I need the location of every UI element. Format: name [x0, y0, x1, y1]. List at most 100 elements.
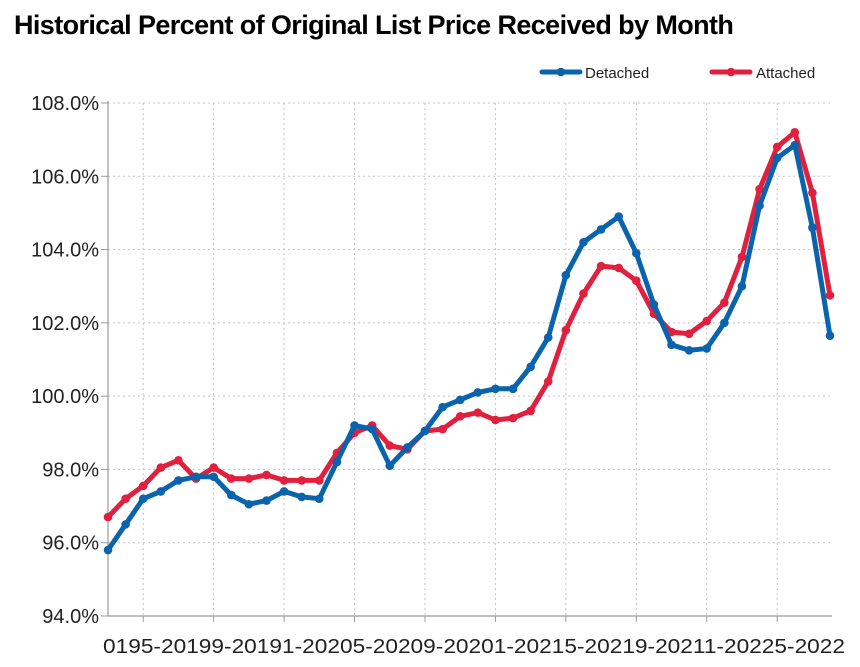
data-point: [508, 384, 518, 394]
data-point: [631, 248, 641, 258]
series-lines: [103, 128, 835, 555]
data-point: [174, 476, 183, 485]
data-point: [385, 441, 395, 450]
data-point: [156, 487, 166, 496]
data-point: [191, 472, 201, 482]
data-point: [279, 476, 289, 485]
legend-label: Attached: [756, 65, 815, 82]
data-point: [438, 402, 447, 412]
data-point: [508, 413, 518, 423]
data-point: [579, 289, 588, 298]
y-tick-label: 104.0%: [31, 240, 99, 262]
data-point: [808, 223, 817, 232]
legend-marker: [556, 67, 566, 77]
data-point: [684, 329, 694, 339]
y-tick-label: 100.0%: [31, 386, 99, 408]
legend-item-attached: Attached: [709, 65, 815, 82]
data-point: [737, 252, 747, 262]
data-point: [526, 406, 535, 416]
gridlines: [108, 102, 832, 616]
y-tick-labels: 94.0% 96.0% 98.0% 100.0% 102.0% 104.0% 106.0% 1…: [31, 93, 99, 628]
legend-label: Detached: [585, 65, 649, 82]
data-point: [332, 457, 342, 467]
data-point: [737, 281, 747, 291]
y-tick-label: 102.0%: [31, 313, 99, 335]
data-point: [455, 395, 465, 405]
data-point: [491, 415, 500, 425]
data-point: [138, 494, 148, 504]
data-point: [790, 128, 800, 137]
data-point: [543, 377, 553, 386]
data-point: [121, 494, 130, 504]
data-point: [455, 411, 465, 421]
data-point: [579, 237, 588, 247]
data-point: [702, 344, 712, 353]
data-point: [420, 426, 430, 436]
data-point: [667, 340, 676, 350]
data-point: [209, 463, 218, 472]
series-attached: [103, 128, 835, 522]
data-point: [367, 424, 377, 434]
data-point: [385, 461, 395, 471]
data-point: [772, 142, 782, 152]
data-point: [315, 494, 324, 504]
chart-title: Historical Percent of Original List Pric…: [14, 10, 734, 40]
data-point: [702, 316, 712, 326]
data-point: [438, 424, 447, 434]
data-point: [244, 474, 254, 483]
data-point: [596, 261, 606, 271]
data-point: [350, 421, 359, 430]
data-point: [403, 443, 412, 452]
data-point: [262, 496, 271, 505]
data-point: [297, 492, 307, 502]
data-point: [772, 153, 782, 163]
data-point: [790, 140, 800, 150]
y-tick-label: 108.0%: [31, 93, 99, 115]
x-tick-labels: 0195-20199-20191-20205-20209-20201-20215…: [103, 636, 845, 658]
y-tick-label: 94.0%: [42, 606, 99, 628]
axes: [101, 101, 832, 622]
data-point: [561, 270, 571, 280]
data-point: [174, 455, 183, 465]
data-point: [121, 520, 130, 529]
data-point: [684, 346, 694, 355]
data-point: [491, 384, 500, 394]
data-point: [808, 188, 817, 198]
data-point: [279, 487, 289, 496]
data-point: [825, 331, 835, 340]
data-point: [103, 512, 113, 522]
y-tick-label: 96.0%: [42, 533, 99, 555]
data-point: [138, 481, 148, 491]
data-point: [561, 325, 571, 335]
data-point: [473, 388, 483, 397]
legend-marker: [726, 67, 736, 77]
data-point: [825, 291, 835, 300]
data-point: [244, 499, 254, 509]
data-point: [755, 201, 764, 210]
data-point: [315, 476, 324, 485]
data-point: [297, 476, 307, 485]
data-point: [262, 470, 271, 480]
data-point: [543, 333, 553, 342]
legend: Detached Attached: [539, 65, 815, 82]
data-point: [226, 490, 236, 500]
y-tick-label: 98.0%: [42, 459, 99, 481]
data-point: [720, 318, 729, 328]
data-point: [226, 474, 236, 483]
series-detached: [103, 140, 835, 555]
data-point: [526, 362, 535, 372]
data-point: [755, 184, 764, 194]
data-point: [614, 212, 623, 221]
data-point: [649, 300, 659, 309]
data-point: [209, 472, 218, 482]
series-line: [105, 142, 833, 553]
data-point: [473, 408, 483, 417]
y-tick-label: 106.0%: [31, 166, 99, 188]
data-point: [614, 263, 623, 273]
data-point: [631, 276, 641, 286]
data-point: [720, 298, 729, 308]
data-point: [596, 225, 606, 234]
data-point: [103, 545, 113, 555]
legend-item-detached: Detached: [539, 65, 649, 82]
